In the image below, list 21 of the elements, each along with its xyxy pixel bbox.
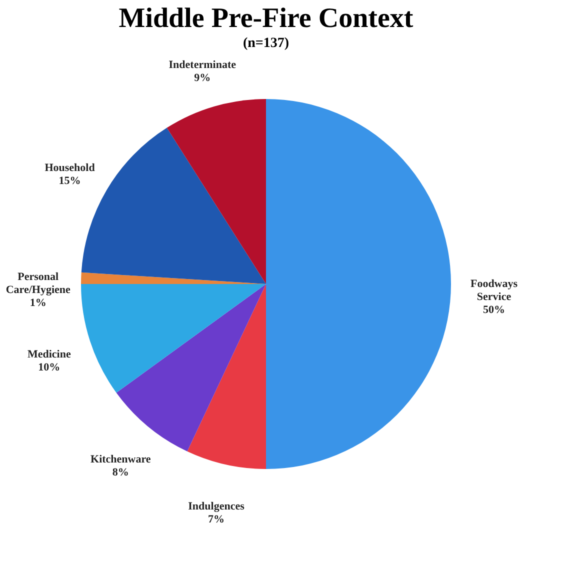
chart-title: Middle Pre-Fire Context	[118, 3, 414, 34]
data-label: 15%	[58, 174, 81, 187]
slice-label: Medicine	[27, 348, 71, 360]
slice-label: Household	[44, 162, 95, 174]
data-label: 7%	[208, 514, 225, 526]
pie-slice	[166, 99, 266, 284]
chart-subtitle: (n=137)	[242, 36, 290, 51]
slice-label: Indeterminate	[168, 59, 236, 72]
slice-label: Kitchenware	[90, 454, 151, 466]
data-label: 1%	[30, 296, 46, 309]
data-label: 8%	[112, 466, 129, 479]
pie-slice	[81, 284, 266, 393]
slice-label: Personal Care/Hygiene	[6, 270, 71, 296]
slice-label: Indulgences	[188, 500, 246, 513]
data-label: 10%	[38, 361, 60, 374]
pie-slice	[266, 99, 451, 469]
data-label: 50%	[483, 304, 505, 316]
pie-slice	[187, 284, 266, 469]
slice-label: Foodways Service	[470, 278, 518, 303]
data-label: 9%	[194, 72, 211, 84]
pie-slice	[116, 284, 266, 452]
